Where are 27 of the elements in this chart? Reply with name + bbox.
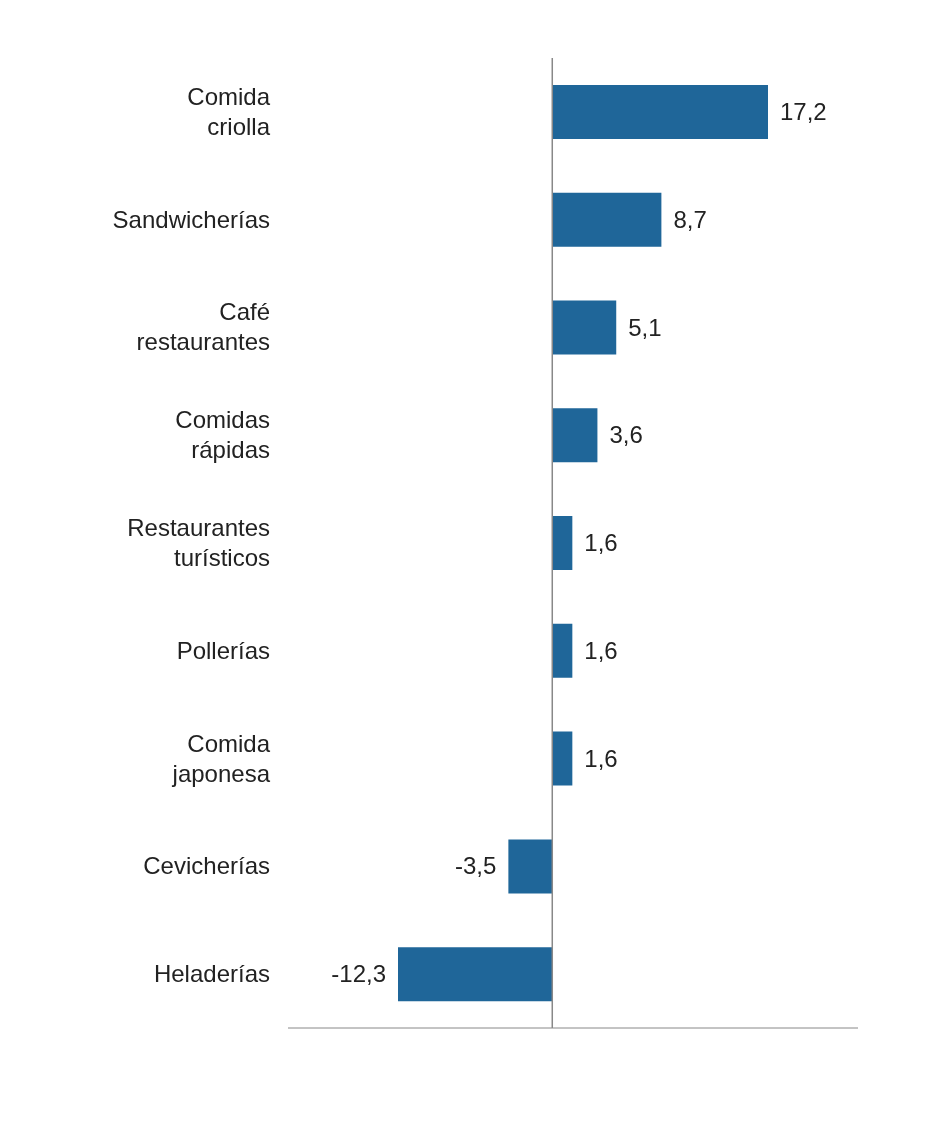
bar	[552, 408, 598, 463]
y-tick-label: Comidas rápidas	[175, 406, 270, 464]
y-tick-label: Heladerías	[153, 960, 270, 988]
bar	[552, 84, 768, 139]
data-label: 3,6	[609, 421, 643, 449]
data-label: 1,6	[584, 744, 618, 772]
bar	[552, 300, 617, 355]
bar	[398, 947, 553, 1002]
data-label: -3,5	[455, 852, 497, 880]
data-label: 17,2	[780, 97, 827, 125]
data-label: 1,6	[584, 636, 618, 664]
data-label: 8,7	[673, 205, 707, 233]
y-tick-label: Cevicherías	[143, 852, 270, 880]
y-tick-label: Pollerías	[176, 636, 270, 664]
bar	[552, 516, 573, 571]
y-tick-label: Comida japonesa	[171, 729, 271, 787]
y-tick-label: Café restaurantes	[136, 298, 270, 356]
y-tick-label: Comida criolla	[187, 82, 271, 140]
y-tick-label: Sandwicherías	[112, 205, 270, 233]
y-tick-label: Restaurantes turísticos	[127, 514, 270, 571]
bar	[552, 623, 573, 678]
data-label: -12,3	[331, 960, 386, 988]
bar	[508, 839, 553, 894]
bar	[552, 192, 662, 247]
data-label: 5,1	[628, 313, 662, 341]
bar	[552, 731, 573, 786]
data-label: 1,6	[584, 529, 618, 557]
